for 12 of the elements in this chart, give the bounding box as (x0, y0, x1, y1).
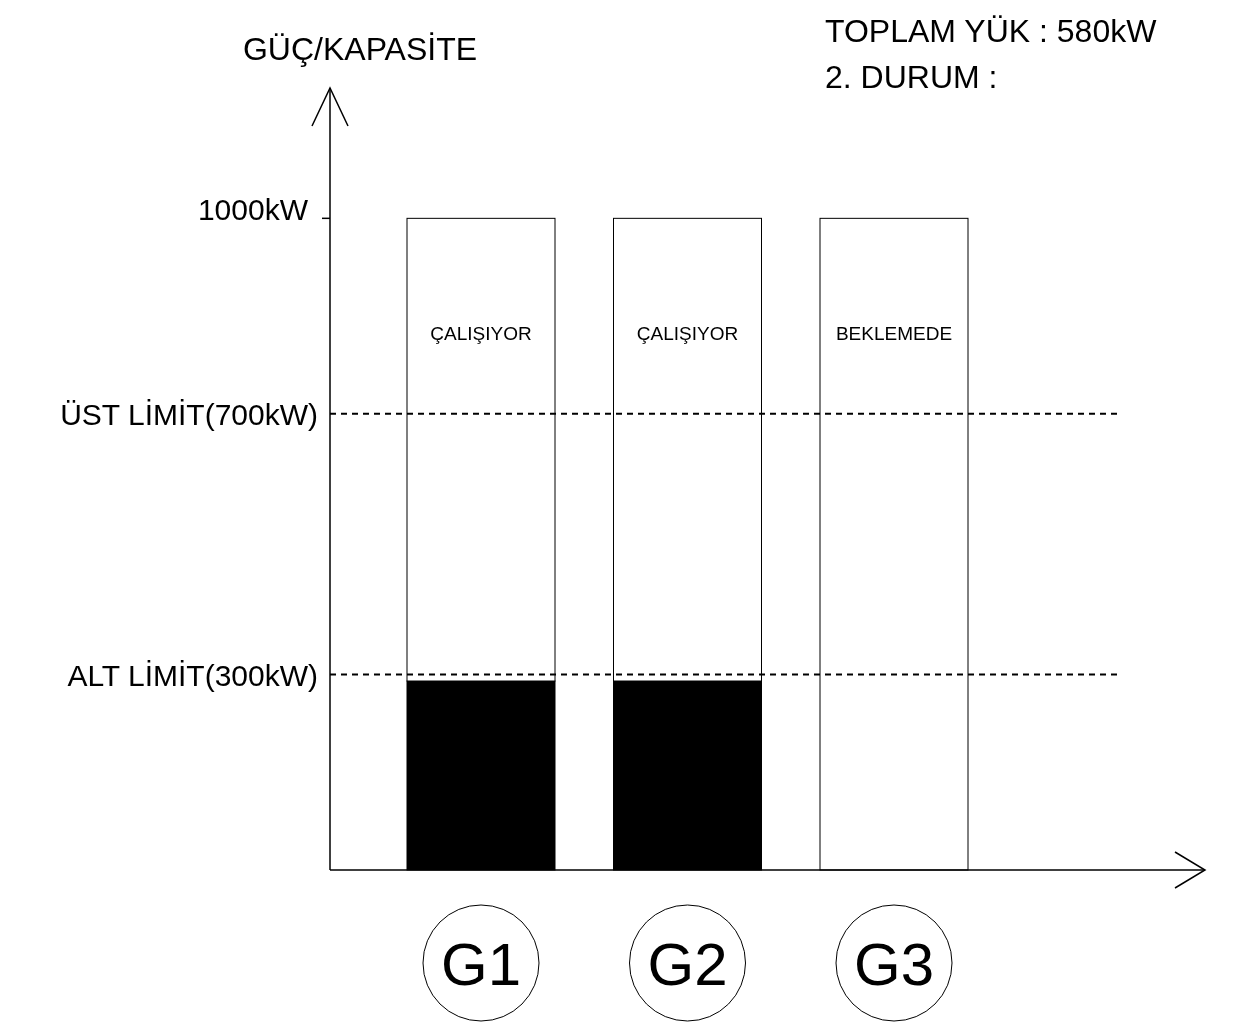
y-tick-label: 1000kW (197, 193, 309, 227)
x-tick-label: G1 (440, 931, 522, 998)
ref-line-label: ALT LİMİT(300kW) (67, 658, 318, 692)
annotation: ÇALIŞIYOR (430, 323, 532, 344)
y-axis-title: GÜÇ/KAPASİTE (242, 31, 478, 67)
chart-subtitle: 2. DURUM : (825, 59, 998, 95)
x-tick-label: G2 (647, 931, 728, 998)
chart-title: TOPLAM YÜK : 580kW (825, 13, 1158, 49)
annotation: ÇALIŞIYOR (636, 323, 739, 344)
ref-line-label: ÜST LİMİT(700kW) (60, 397, 318, 431)
annotation: BEKLEMEDE (835, 323, 953, 344)
x-tick-label: G3 (853, 931, 935, 998)
